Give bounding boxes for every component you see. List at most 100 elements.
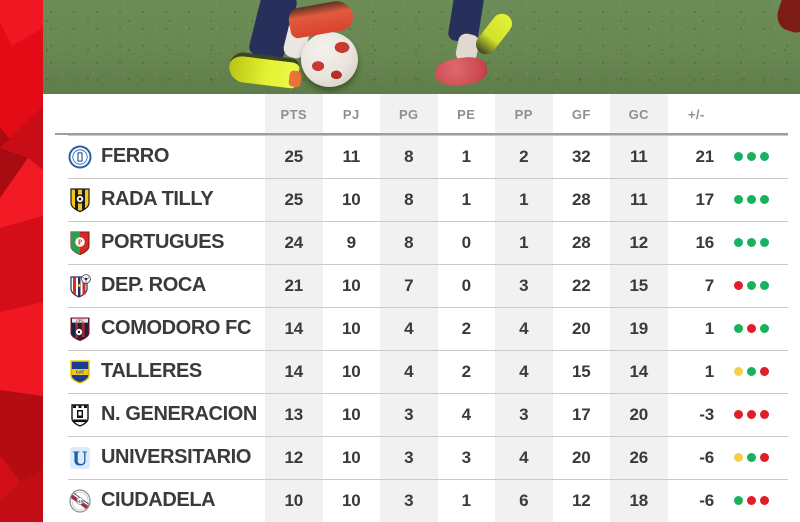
stat-value: 2 — [495, 135, 553, 178]
form-dot-red — [760, 367, 769, 376]
form-dot-green — [747, 195, 756, 204]
team-cell: RADA TILLY — [43, 178, 265, 221]
column-header-: +/- — [687, 107, 705, 122]
svg-text:CAT: CAT — [76, 369, 85, 374]
goal-diff-value: 17 — [695, 189, 714, 209]
stat-value: 11 — [610, 135, 668, 178]
red-cleat — [433, 54, 489, 89]
table-row: CFC COMODORO FC 14 10 4 2 4 20 19 1 — [43, 307, 800, 350]
stat-value: 14 — [265, 307, 323, 350]
stat-value: 10 — [341, 361, 361, 381]
team-name: UNIVERSITARIO — [101, 446, 251, 468]
ferro-crest-icon — [68, 144, 92, 170]
stat-value: 20 — [571, 447, 591, 467]
portugues-crest-icon: P — [68, 230, 92, 256]
team-name: N. GENERACION — [101, 403, 257, 425]
stat-value: 26 — [610, 436, 668, 479]
header-divider — [55, 133, 788, 135]
stat-value: 3 — [380, 393, 438, 436]
stat-value: 14 — [265, 350, 323, 393]
stat-value: 20 — [571, 318, 591, 338]
stat-value: 19 — [610, 307, 668, 350]
form-indicator — [725, 393, 800, 436]
red-cleat — [773, 0, 800, 37]
goal-diff-value: 21 — [695, 146, 714, 166]
red-side-band — [0, 0, 43, 522]
row-divider — [68, 178, 788, 179]
form-dot-green — [734, 324, 743, 333]
goal-diff-value: -6 — [699, 490, 714, 510]
stat-value: 4 — [495, 307, 553, 350]
svg-text:MR: MR — [76, 498, 84, 503]
form-dot-red — [747, 324, 756, 333]
team-cell: FERRO — [43, 135, 265, 178]
stat-value: 0 — [461, 232, 471, 252]
stat-value: 3 — [461, 447, 471, 467]
stat-value: 4 — [495, 436, 553, 479]
form-dot-green — [760, 324, 769, 333]
stat-value: 10 — [341, 189, 361, 209]
stat-value: 2 — [461, 361, 471, 381]
ciudadela-crest-icon: MR — [68, 488, 92, 514]
stat-value: 11 — [610, 178, 668, 221]
form-dot-red — [734, 281, 743, 290]
stat-value: 3 — [495, 393, 553, 436]
team-name: PORTUGUES — [101, 231, 225, 253]
form-indicator — [725, 479, 800, 522]
stat-value: 3 — [380, 436, 438, 479]
form-dot-green — [747, 367, 756, 376]
column-header-pe: PE — [457, 107, 476, 122]
column-header-pj: PJ — [342, 107, 360, 122]
comodoro-fc-crest-icon: CFC — [68, 316, 92, 342]
stat-value: 3 — [495, 264, 553, 307]
stat-value: 14 — [610, 350, 668, 393]
team-cell: U UNIVERSITARIO — [43, 436, 265, 479]
goal-diff-value: 1 — [704, 318, 714, 338]
column-header-pts: PTS — [265, 94, 323, 135]
match-photo — [43, 0, 800, 94]
form-indicator — [725, 221, 800, 264]
stat-value: 22 — [571, 275, 591, 295]
rada-tilly-crest-icon — [68, 187, 92, 213]
column-header-gf: GF — [571, 107, 591, 122]
stat-value: 10 — [341, 275, 361, 295]
stat-value: 8 — [380, 178, 438, 221]
stat-value: 4 — [495, 350, 553, 393]
goal-diff-value: 16 — [695, 232, 714, 252]
stat-value: 1 — [495, 221, 553, 264]
form-dot-red — [760, 453, 769, 462]
form-indicator — [725, 178, 800, 221]
table-row: N. GENERACION 13 10 3 4 3 17 20 -3 — [43, 393, 800, 436]
row-divider — [68, 135, 788, 136]
form-dot-green — [734, 195, 743, 204]
stat-value: 28 — [571, 189, 591, 209]
row-divider — [68, 221, 788, 222]
form-dot-yellow — [734, 367, 743, 376]
stat-value: 2 — [461, 318, 471, 338]
table-row: FERRO 25 11 8 1 2 32 11 21 — [43, 135, 800, 178]
row-divider — [68, 307, 788, 308]
form-indicator — [725, 307, 800, 350]
stat-value: 1 — [495, 178, 553, 221]
team-name: RADA TILLY — [101, 188, 214, 210]
form-dot-green — [734, 496, 743, 505]
stat-value: 10 — [341, 490, 361, 510]
form-dot-green — [760, 152, 769, 161]
form-dot-green — [747, 238, 756, 247]
universitario-crest-icon: U — [68, 445, 92, 471]
stat-value: 8 — [380, 221, 438, 264]
stat-value: 28 — [571, 232, 591, 252]
soccer-ball — [301, 32, 358, 87]
team-column-header — [43, 94, 265, 135]
form-indicator — [725, 350, 800, 393]
form-dot-green — [760, 238, 769, 247]
form-dot-green — [747, 152, 756, 161]
stat-value: 12 — [610, 221, 668, 264]
team-name: DEP. ROCA — [101, 274, 206, 296]
standings-table: PTS PJ PG PE PP GF GC +/- FERRO 25 11 8 1 2 32 11 21 RAD… — [43, 94, 800, 522]
team-cell: DEP. ROCA — [43, 264, 265, 307]
form-indicator — [725, 436, 800, 479]
stat-value: 17 — [571, 404, 591, 424]
form-dot-red — [760, 496, 769, 505]
stat-value: 10 — [265, 479, 323, 522]
